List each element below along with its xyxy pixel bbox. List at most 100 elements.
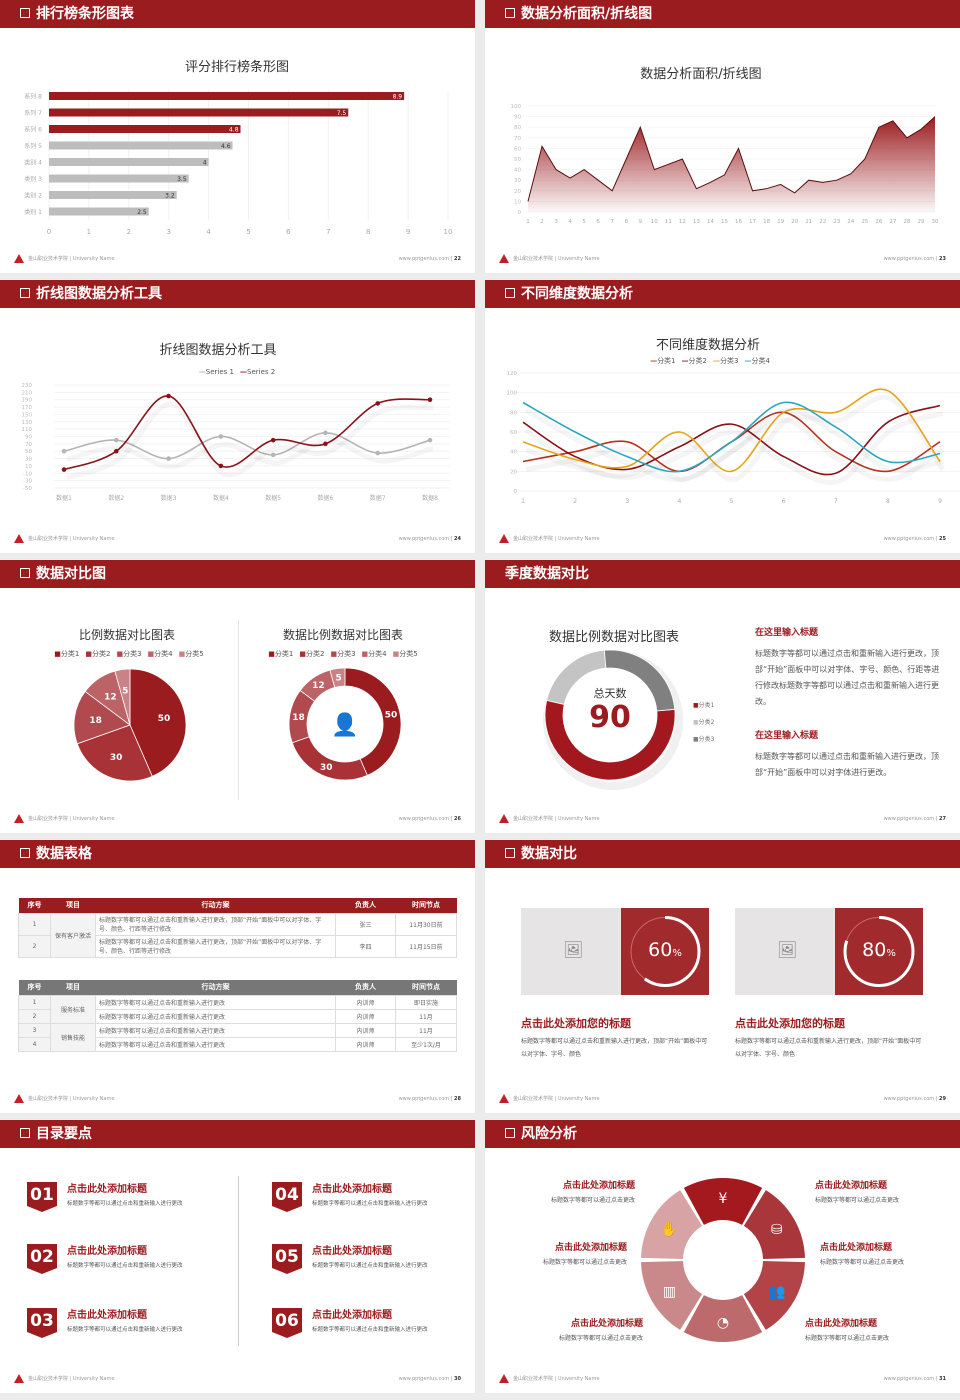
x-tick-label: 7 <box>834 498 838 505</box>
toc-item[interactable]: 01 点击此处添加标题 标题数字等都可以通过点击和重新输入进行更改 <box>27 1180 227 1220</box>
image-placeholder[interactable]: 🖼 <box>521 908 621 995</box>
x-tick-label: 14 <box>707 219 714 225</box>
checkbox-square-icon <box>20 8 30 18</box>
legend-item: ■分类2 <box>693 719 715 726</box>
data-point <box>323 441 328 447</box>
y-tick-label: 80 <box>510 410 517 416</box>
cell: 3 <box>18 1022 51 1038</box>
slide-data-table: 数据表格 序号 项目 行动方案 负责人 时间节点 1 保有客户激活 标题数字等都… <box>0 840 475 1113</box>
y-tick-label: 20 <box>510 469 517 475</box>
page-number: 27 <box>939 816 946 822</box>
legend-label: 分类2 <box>91 650 111 658</box>
slice-label: 50 <box>158 714 171 724</box>
line-shadow <box>524 411 944 486</box>
cycle-segment <box>743 1261 805 1330</box>
progress-panel: 80% <box>835 908 923 995</box>
y-tick-label: 80 <box>514 125 521 131</box>
line-shadow <box>66 401 434 480</box>
y-tick-label: 70 <box>25 442 32 448</box>
footer-site: www.pptgenius.com <box>883 816 935 822</box>
logo-icon <box>14 254 24 263</box>
progress-value: 60 <box>648 939 673 961</box>
y-tick-label: 190 <box>22 398 33 404</box>
risk-heading: 点击此处添加标题 <box>820 1243 893 1253</box>
add-image-icon: 🖼 <box>563 940 584 959</box>
building-icon: ▥ <box>663 1284 676 1300</box>
card-text: 标题数字等都可以通过点击和重新输入进行更改，顶部“开始”面板中可以对字体、字号、… <box>521 1038 708 1058</box>
bar <box>49 158 209 166</box>
checkbox-square-icon <box>20 848 30 858</box>
toc-item[interactable]: 05 点击此处添加标题 标题数字等都可以通过点击和重新输入进行更改 <box>272 1242 472 1282</box>
multi-line-chart: 0 20 40 60 80 100 120 1 2 3 4 5 6 7 8 9 <box>507 371 960 505</box>
page-number: 28 <box>454 1096 461 1102</box>
checkbox-square-icon <box>505 288 515 298</box>
cell: 标题数字等都可以通过点击和重新输入进行更改 <box>95 1022 336 1038</box>
chart-legend: ■分类1 ■分类2 ■分类3 ■分类4 ■分类5 <box>265 649 420 659</box>
footer: 金山职业技术学院 | University Name www.pptgenius.… <box>14 1093 461 1105</box>
bar-value-label: 3.5 <box>177 176 187 183</box>
risk-text: 标题数字等都可以通过点击更改 <box>542 1259 627 1266</box>
toc-item[interactable]: 02 点击此处添加标题 标题数字等都可以通过点击和重新输入进行更改 <box>27 1242 227 1282</box>
cell: 11月15日前 <box>395 934 457 958</box>
page-number: 29 <box>939 1096 946 1102</box>
legend-item: ■分类1 <box>268 650 294 658</box>
y-tick-label: 40 <box>514 168 521 174</box>
cell: 内训师 <box>335 1008 396 1024</box>
x-tick-label: 1 <box>521 498 525 505</box>
legend-item: ■分类1 <box>693 702 715 709</box>
x-tick-label: 数据5 <box>265 494 281 502</box>
progress-panel: 60% <box>621 908 709 995</box>
x-tick-label: 数据2 <box>108 494 124 502</box>
x-tick-label: 30 <box>932 219 939 225</box>
x-tick-label: 13 <box>693 219 700 225</box>
x-tick-label: 10 <box>651 219 658 225</box>
item-number-badge: 06 <box>272 1308 302 1338</box>
x-tick-label: 1 <box>87 228 91 236</box>
footer-school: 金山职业技术学院 | University Name <box>513 256 600 262</box>
logo-icon <box>14 814 24 823</box>
cell-group: 保有客户激活 <box>50 912 96 958</box>
legend-item: ■分类5 <box>392 650 418 658</box>
logo-icon <box>499 1374 509 1383</box>
legend-item: ■分类2 <box>85 650 111 658</box>
footer-site: www.pptgenius.com <box>883 1096 935 1102</box>
image-placeholder[interactable]: 🖼 <box>735 908 835 995</box>
x-tick-label: 26 <box>875 219 882 225</box>
legend-item: —Series 1 <box>198 368 234 376</box>
x-tick-label: 8 <box>624 219 628 225</box>
donut-chart <box>543 649 683 790</box>
page-number: 31 <box>939 1376 946 1382</box>
users-icon: 👥 <box>768 1284 785 1300</box>
data-point <box>61 448 67 454</box>
slide-header: 折线图数据分析工具 <box>0 280 475 308</box>
cell: 2 <box>18 934 51 958</box>
legend-label: 分类4 <box>368 650 387 658</box>
page-number: 26 <box>454 816 461 822</box>
legend-item: —Series 2 <box>240 368 276 376</box>
toc-item[interactable]: 03 点击此处添加标题 标题数字等都可以通过点击和重新输入进行更改 <box>27 1306 227 1346</box>
footer: 金山职业技术学院 | University Name www.pptgenius.… <box>499 1093 946 1105</box>
logo-icon <box>499 254 509 263</box>
slide-title: 风险分析 <box>521 1126 577 1142</box>
x-tick-label: 3 <box>554 219 558 225</box>
toc-item[interactable]: 04 点击此处添加标题 标题数字等都可以通过点击和重新输入进行更改 <box>272 1180 472 1220</box>
pie-slice <box>76 724 153 782</box>
pie-slice <box>129 668 187 777</box>
toc-item[interactable]: 06 点击此处添加标题 标题数字等都可以通过点击和重新输入进行更改 <box>272 1306 472 1346</box>
footer: 金山职业技术学院 | University Name www.pptgenius.… <box>14 533 461 545</box>
slide-title: 数据表格 <box>36 846 92 862</box>
chart-title: 折线图数据分析工具 <box>159 343 277 358</box>
category-label: 类别 3 <box>24 175 42 183</box>
item-heading: 点击此处添加标题 <box>67 1184 147 1195</box>
item-heading: 点击此处添加标题 <box>67 1246 147 1257</box>
logo-icon <box>499 534 509 543</box>
cell: 2 <box>18 1008 51 1024</box>
chart-legend: —Series 1 —Series 2 <box>196 368 278 376</box>
risk-text: 标题数字等都可以通过点击更改 <box>820 1259 905 1266</box>
x-tick-label: 12 <box>679 219 686 225</box>
table-row: 2 标题数字等都可以通过点击和重新输入进行更改，顶部“开始”面板中可以对字体、字… <box>18 934 457 958</box>
slide-pie-charts: 数据对比图 比例数据对比图表 数据比例数据对比图表 ■分类1 ■分类2 ■分类3 ■分… <box>0 560 475 833</box>
footer-site: www.pptgenius.com <box>398 1096 450 1102</box>
slide-title: 数据对比 <box>521 846 577 862</box>
cell: 标题数字等都可以通过点击和重新输入进行更改 <box>95 1036 336 1052</box>
